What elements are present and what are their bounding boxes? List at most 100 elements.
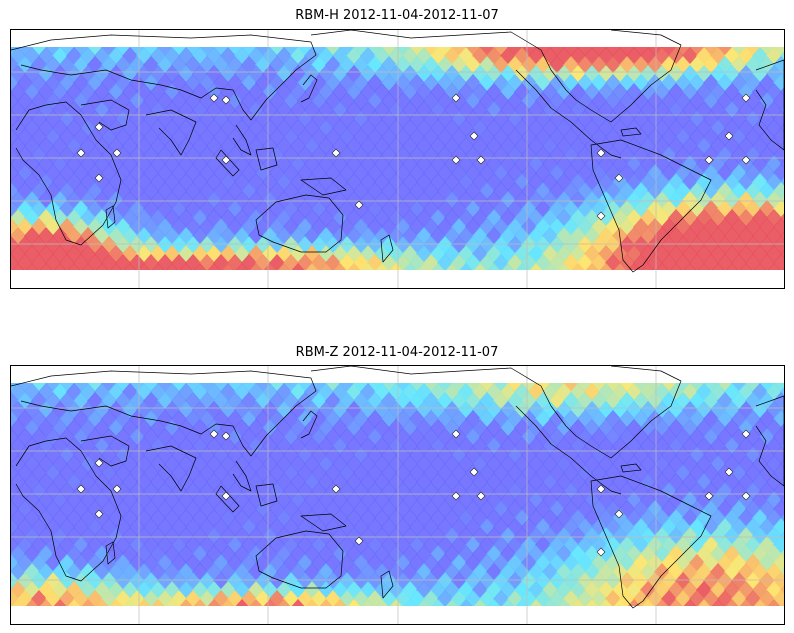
data-tile <box>311 590 327 606</box>
data-tile <box>11 464 19 482</box>
coastline <box>515 69 622 159</box>
data-tile <box>661 590 677 606</box>
data-tile <box>87 590 103 606</box>
data-tile <box>409 383 425 392</box>
data-tile <box>529 599 543 606</box>
data-tile <box>647 254 663 270</box>
data-tile <box>235 263 249 270</box>
data-tile <box>703 47 719 56</box>
data-tile <box>781 603 784 606</box>
data-tile <box>311 47 327 56</box>
data-tile <box>647 383 663 392</box>
coastline <box>105 541 116 565</box>
data-tile <box>297 254 313 270</box>
data-tile <box>613 599 627 606</box>
data-tile <box>361 599 375 606</box>
map-title-bottom: RBM-Z 2012-11-04-2012-11-07 <box>295 345 499 360</box>
white-diamond-icon <box>741 491 751 501</box>
data-tile <box>305 263 319 270</box>
data-tile <box>591 47 607 56</box>
data-tile <box>689 254 705 270</box>
map-panel-top <box>10 29 785 289</box>
coastline <box>80 435 130 467</box>
coastline <box>145 445 197 492</box>
data-tile <box>725 599 739 606</box>
data-tile <box>137 263 151 270</box>
data-tile <box>283 590 299 606</box>
data-tile <box>745 590 761 606</box>
data-tile <box>325 47 341 56</box>
data-tile <box>333 599 347 606</box>
data-tile <box>381 590 397 606</box>
data-tile <box>221 263 235 270</box>
data-tile <box>269 47 285 56</box>
data-tile <box>353 47 369 56</box>
data-tile <box>479 383 495 392</box>
data-tile <box>179 263 193 270</box>
top-gridlines <box>11 30 784 288</box>
data-tile <box>409 254 425 270</box>
data-tile <box>143 254 159 270</box>
data-tile <box>73 383 89 392</box>
coastline <box>255 530 344 589</box>
data-tile <box>319 263 333 270</box>
data-tile <box>759 383 775 392</box>
data-tile <box>101 47 117 56</box>
data-tile <box>129 590 145 606</box>
bottom-station-markers <box>76 429 751 557</box>
data-tile <box>157 47 173 56</box>
data-tile <box>773 182 784 200</box>
data-tile <box>31 254 47 270</box>
data-tile <box>599 599 613 606</box>
data-tile <box>753 263 767 270</box>
white-diamond-icon <box>209 429 219 439</box>
data-tile <box>241 590 257 606</box>
white-diamond-icon <box>476 491 486 501</box>
data-tile <box>311 254 327 270</box>
data-tile <box>199 590 215 606</box>
data-tile <box>325 254 341 270</box>
data-tile <box>87 47 103 56</box>
data-tile <box>703 383 719 392</box>
coastline <box>15 101 122 246</box>
data-tile <box>305 599 319 606</box>
data-tile <box>165 263 179 270</box>
white-diamond-icon <box>94 122 104 132</box>
data-tile <box>431 263 445 270</box>
data-tile <box>347 599 361 606</box>
data-tile <box>249 599 263 606</box>
coastline <box>11 370 317 457</box>
data-tile <box>549 383 565 392</box>
data-tile <box>661 254 677 270</box>
data-tile <box>655 599 669 606</box>
data-tile <box>773 164 784 182</box>
data-tile <box>81 599 95 606</box>
coastline <box>15 437 122 582</box>
data-tile <box>213 47 229 56</box>
data-tile <box>367 383 383 392</box>
data-tile <box>599 263 613 270</box>
data-tile <box>339 590 355 606</box>
data-tile <box>389 599 403 606</box>
data-tile <box>773 554 784 572</box>
data-tile <box>333 263 347 270</box>
data-tile <box>115 254 131 270</box>
data-tile <box>11 392 19 410</box>
data-tile <box>557 263 571 270</box>
data-tile <box>571 263 585 270</box>
data-tile <box>395 254 411 270</box>
data-tile <box>507 254 523 270</box>
white-diamond-icon <box>112 484 122 494</box>
data-tile <box>291 263 305 270</box>
data-tile <box>367 254 383 270</box>
white-diamond-icon <box>94 173 104 183</box>
data-tile <box>773 56 784 74</box>
data-tile <box>227 47 243 56</box>
data-tile <box>73 47 89 56</box>
white-diamond-icon <box>221 155 231 165</box>
data-tile <box>297 47 313 56</box>
coastline <box>232 460 252 492</box>
data-tile <box>115 590 131 606</box>
data-tile <box>185 254 201 270</box>
data-tile <box>605 590 621 606</box>
